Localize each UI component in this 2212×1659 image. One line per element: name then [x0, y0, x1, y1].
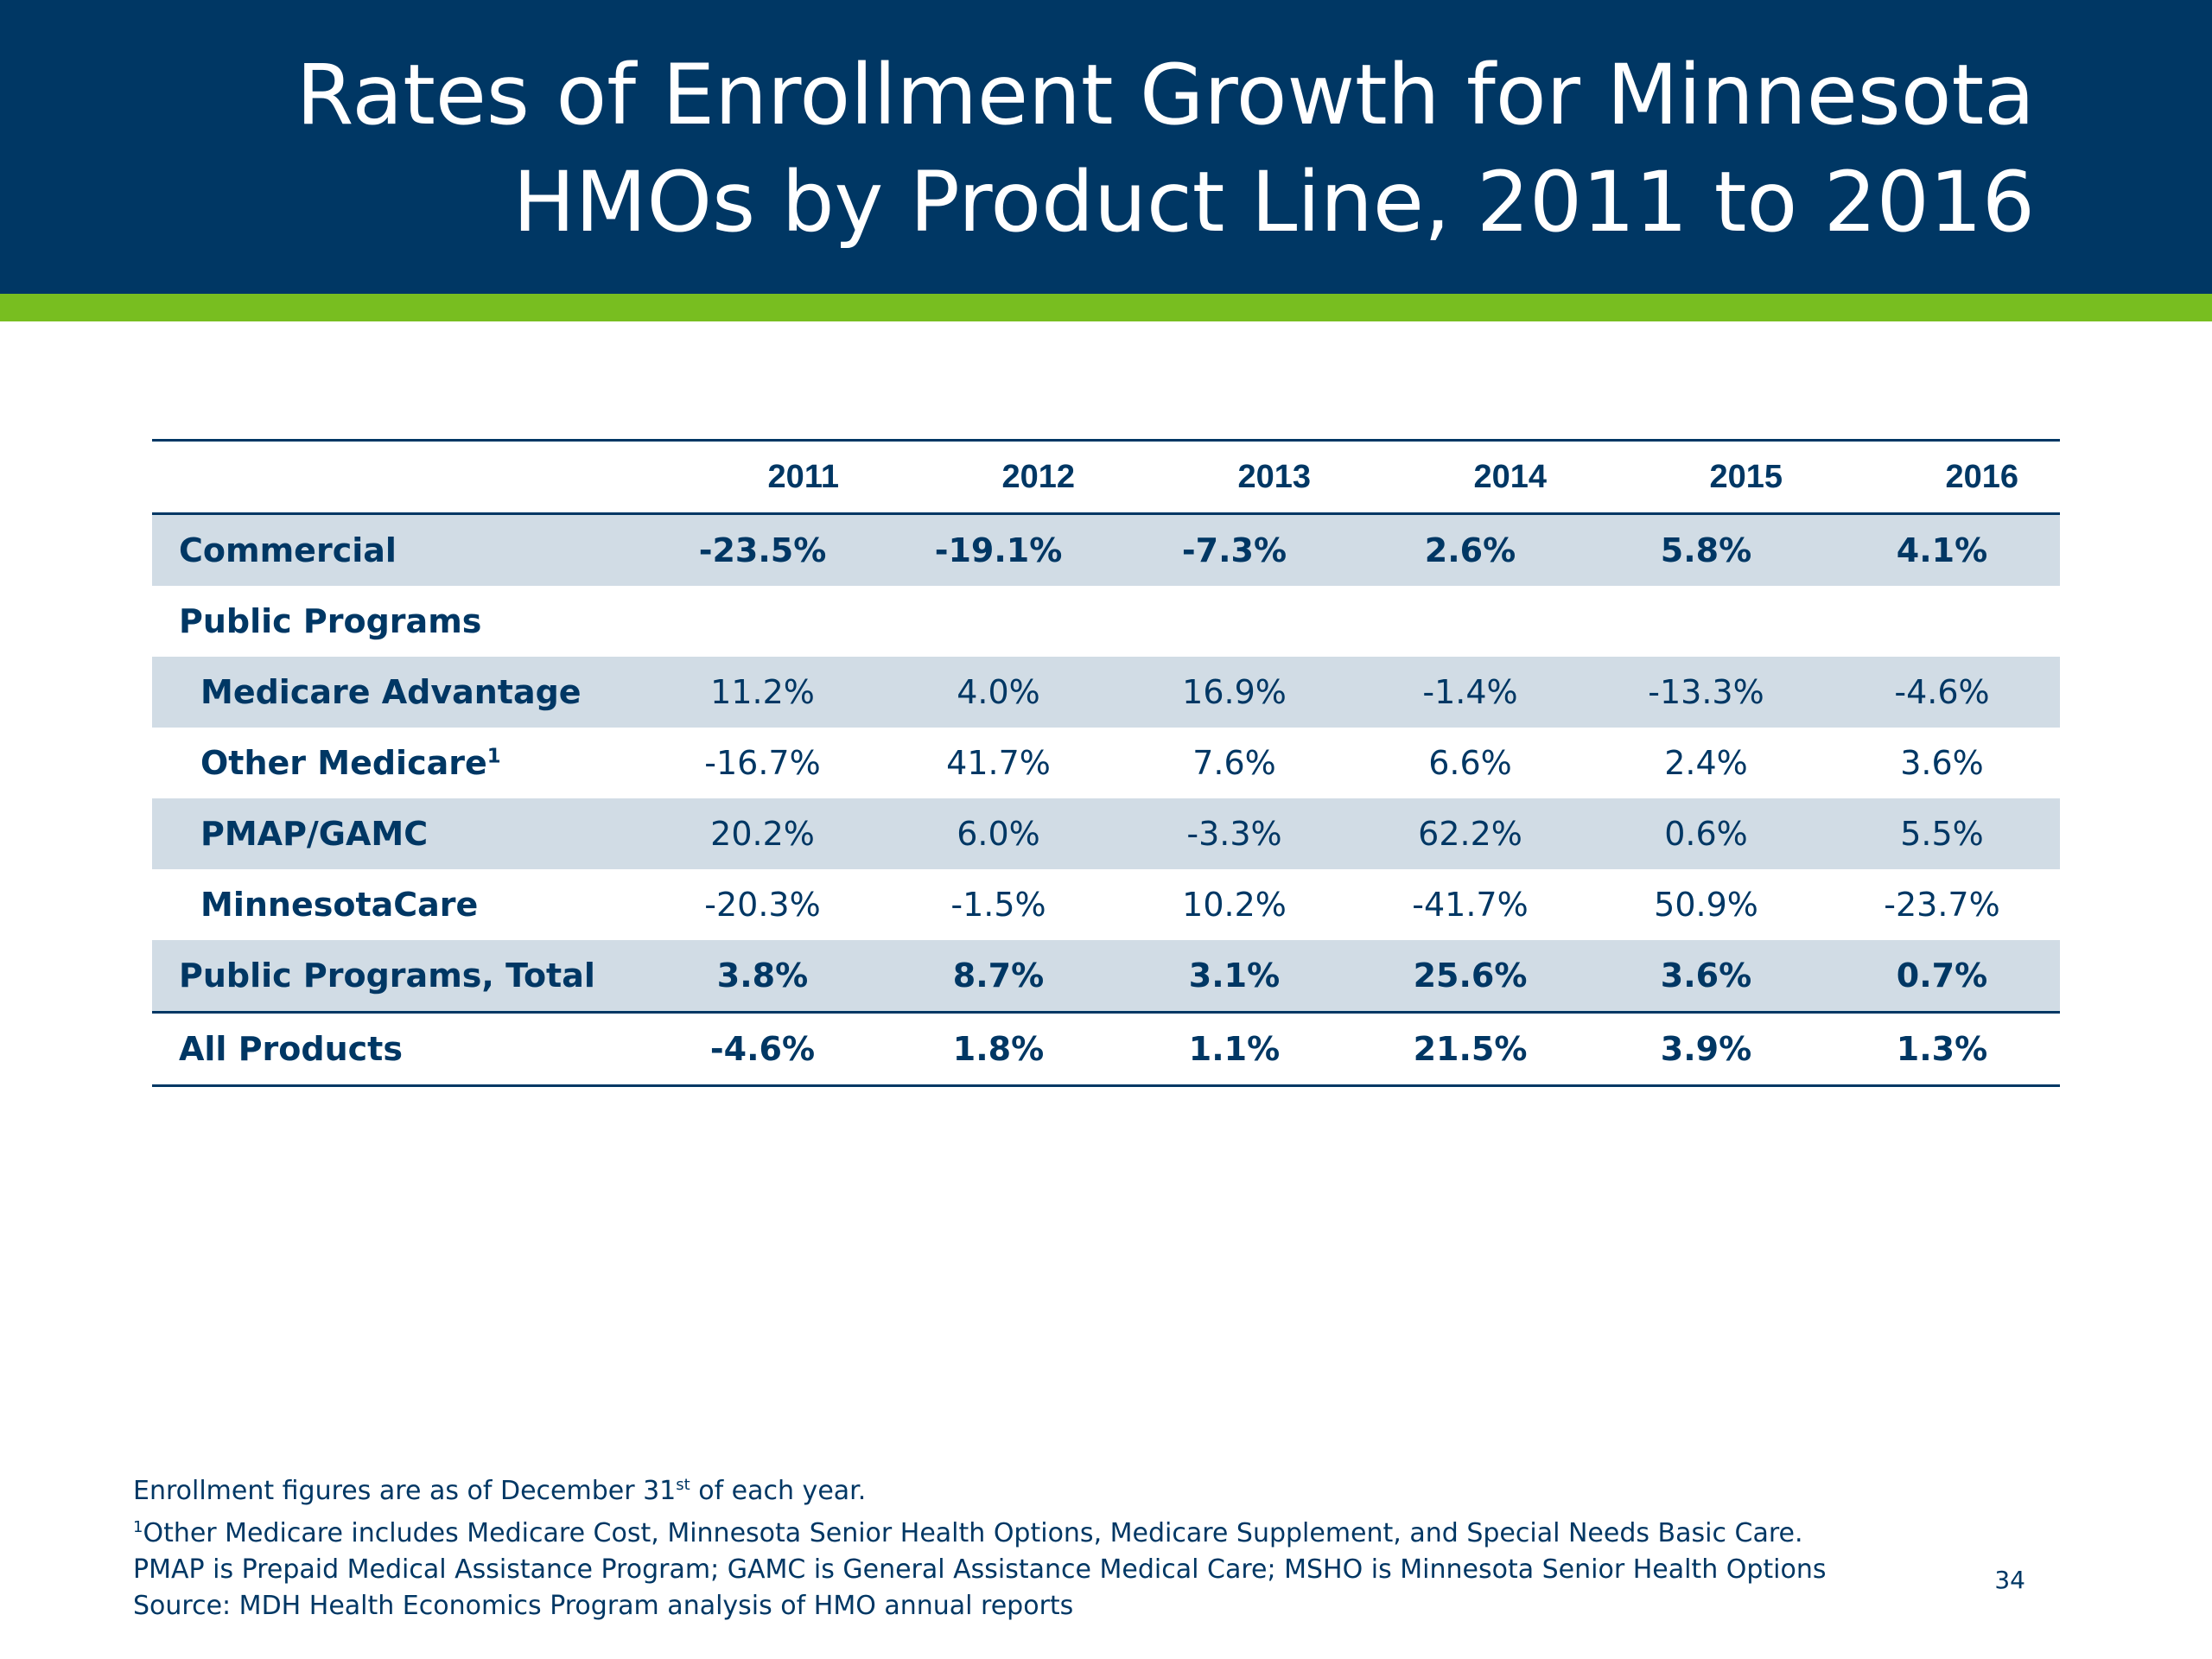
table-cell	[1588, 586, 1824, 657]
table-cell: 3.9%	[1660, 1030, 1752, 1068]
slide-title-line-1: Rates of Enrollment Growth for Minnesota	[296, 47, 2035, 143]
table-cell: 20.2%	[645, 798, 880, 869]
table-cell: -4.6%	[1824, 657, 2060, 728]
ordinal-suffix: st	[676, 1476, 690, 1494]
table-cell: 1.8%	[952, 1030, 1045, 1068]
slide-title: Rates of Enrollment Growth for Minnesota…	[134, 41, 2035, 256]
table-cell: 62.2%	[1352, 798, 1588, 869]
footnote-line: Enrollment figures are as of December 31…	[133, 1467, 1827, 1510]
table-cell: 10.2%	[1182, 886, 1287, 924]
footnote-text: Enrollment figures are as of December 31	[133, 1476, 677, 1506]
source-line: Source: MDH Health Economics Program ana…	[133, 1591, 1074, 1621]
table-row-other-medicare: Other Medicare1 -16.7% 41.7% 7.6% 6.6% 2…	[152, 728, 2060, 798]
table-cell: 3.6%	[1900, 744, 1984, 782]
footnote-marker: 1	[133, 1518, 143, 1536]
table-cell: -7.3%	[1116, 513, 1352, 586]
row-label: Public Programs	[179, 602, 482, 640]
growth-table: 2011 2012 2013 2014 2015 2016 Commercial…	[152, 439, 2060, 1087]
header-year: 2016	[1945, 458, 2018, 495]
header-year: 2012	[1001, 458, 1075, 495]
table-cell: -19.1%	[880, 513, 1116, 586]
row-label: PMAP/GAMC	[152, 798, 645, 869]
table-cell: 21.5%	[1413, 1030, 1528, 1068]
row-label: All Products	[179, 1030, 403, 1068]
row-label: Other Medicare1	[152, 728, 645, 798]
table-cell: 5.8%	[1588, 513, 1824, 586]
table-cell: -3.3%	[1116, 798, 1352, 869]
table-row-all-products: All Products -4.6% 1.8% 1.1% 21.5% 3.9% …	[152, 1013, 2060, 1086]
table-cell: 2.4%	[1664, 744, 1748, 782]
accent-bar	[0, 294, 2212, 321]
table-cell: -23.7%	[1884, 886, 2000, 924]
table-cell: 0.6%	[1588, 798, 1824, 869]
row-label-text: Other Medicare	[200, 744, 487, 782]
table-cell: 0.7%	[1824, 940, 2060, 1013]
footnote-line: PMAP is Prepaid Medical Assistance Progr…	[133, 1554, 1827, 1585]
footnote-line: 1Other Medicare includes Medicare Cost, …	[133, 1510, 1827, 1552]
header-label-cell	[152, 441, 645, 514]
table-cell: -4.6%	[709, 1030, 816, 1068]
table-cell: 8.7%	[880, 940, 1116, 1013]
table-cell: 5.5%	[1824, 798, 2060, 869]
table-cell: 6.0%	[880, 798, 1116, 869]
table-cell: -20.3%	[704, 886, 821, 924]
table-cell: 1.1%	[1188, 1030, 1281, 1068]
table-cell: 7.6%	[1192, 744, 1276, 782]
table-cell: -23.5%	[645, 513, 880, 586]
table-cell	[1824, 586, 2060, 657]
table-row-pmap-gamc: PMAP/GAMC 20.2% 6.0% -3.3% 62.2% 0.6% 5.…	[152, 798, 2060, 869]
slide-title-line-2: HMOs by Product Line, 2011 to 2016	[512, 154, 2035, 251]
table-cell: -1.5%	[950, 886, 1046, 924]
footnotes: Enrollment figures are as of December 31…	[133, 1467, 1827, 1624]
table-cell: 1.3%	[1896, 1030, 1988, 1068]
table-cell: 4.0%	[880, 657, 1116, 728]
table-cell: 25.6%	[1352, 940, 1588, 1013]
row-label: Medicare Advantage	[152, 657, 645, 728]
table-cell: 4.1%	[1824, 513, 2060, 586]
header-year: 2015	[1709, 458, 1783, 495]
footnote-marker: 1	[486, 745, 501, 768]
table-cell	[1116, 586, 1352, 657]
row-label: Public Programs, Total	[152, 940, 645, 1013]
table-cell: -16.7%	[704, 744, 821, 782]
table-cell: 11.2%	[645, 657, 880, 728]
table-cell: 3.6%	[1588, 940, 1824, 1013]
table-cell: -1.4%	[1352, 657, 1588, 728]
table-cell: 2.6%	[1352, 513, 1588, 586]
table-cell: 41.7%	[946, 744, 1051, 782]
table-cell: -13.3%	[1588, 657, 1824, 728]
table-cell: 16.9%	[1116, 657, 1352, 728]
table-cell: 6.6%	[1428, 744, 1512, 782]
table-cell: 3.1%	[1116, 940, 1352, 1013]
table-cell: 50.9%	[1654, 886, 1758, 924]
title-banner: Rates of Enrollment Growth for Minnesota…	[0, 0, 2212, 294]
table-row-public-programs: Public Programs	[152, 586, 2060, 657]
table-row-public-programs-total: Public Programs, Total 3.8% 8.7% 3.1% 25…	[152, 940, 2060, 1013]
table-row-medicare-advantage: Medicare Advantage 11.2% 4.0% 16.9% -1.4…	[152, 657, 2060, 728]
header-year: 2013	[1237, 458, 1311, 495]
table-cell	[880, 586, 1116, 657]
header-year: 2011	[767, 458, 839, 495]
row-label: Commercial	[152, 513, 645, 586]
table-header-row: 2011 2012 2013 2014 2015 2016	[152, 440, 2060, 514]
footnote-text: Other Medicare includes Medicare Cost, M…	[143, 1518, 1803, 1548]
page-number: 34	[1994, 1566, 2025, 1594]
table-cell	[645, 586, 880, 657]
table-cell: -41.7%	[1412, 886, 1529, 924]
table-cell	[1352, 586, 1588, 657]
table-row-commercial: Commercial -23.5% -19.1% -7.3% 2.6% 5.8%…	[152, 513, 2060, 586]
footnote-text: of each year.	[690, 1476, 867, 1506]
header-year: 2014	[1473, 458, 1547, 495]
table-row-minnesotacare: MinnesotaCare -20.3% -1.5% 10.2% -41.7% …	[152, 869, 2060, 940]
table-cell: 3.8%	[645, 940, 880, 1013]
row-label: MinnesotaCare	[200, 886, 479, 924]
